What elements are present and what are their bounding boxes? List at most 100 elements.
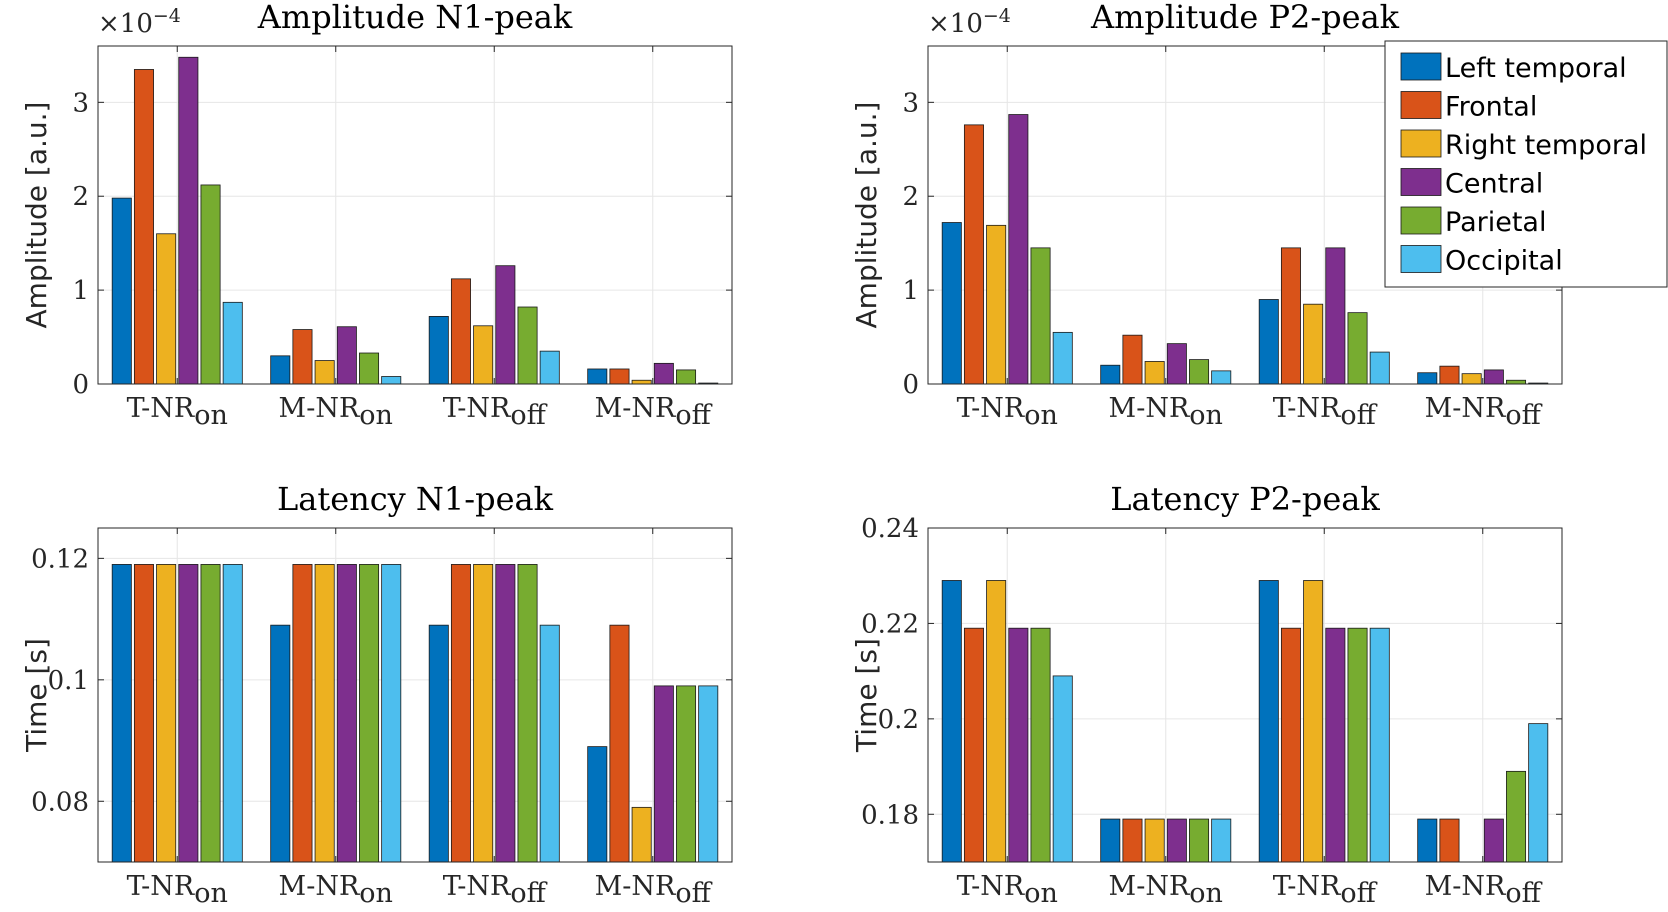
bar xyxy=(336,564,357,863)
bar xyxy=(292,564,313,863)
bar xyxy=(1258,299,1279,385)
bar xyxy=(676,685,697,863)
legend-swatch xyxy=(1400,168,1442,196)
y-axis-label: Amplitude [a.u.] xyxy=(20,102,53,329)
bar xyxy=(1325,247,1346,385)
bar xyxy=(986,580,1007,863)
bar xyxy=(200,184,221,385)
x-tick-label: M-NRoff xyxy=(595,393,713,431)
bar xyxy=(1417,818,1438,863)
x-tick-label: T-NRon xyxy=(127,871,228,909)
chart-1: 0 1 2 3 T-NRon M-NRon T-NRoff M-NRoff Amplitude … xyxy=(20,0,733,431)
x-tick-label: M-NRoff xyxy=(1425,871,1543,909)
bar xyxy=(941,222,962,385)
y-tick-label: 0.1 xyxy=(48,666,89,696)
bar xyxy=(359,352,380,385)
bar xyxy=(359,564,380,863)
bar xyxy=(1166,343,1187,385)
bar xyxy=(1189,359,1210,385)
bar xyxy=(270,355,291,385)
bar xyxy=(1303,303,1324,385)
bar xyxy=(698,685,719,863)
bar xyxy=(1052,675,1073,863)
y-tick-label: 0.22 xyxy=(861,609,919,639)
chart-title: Amplitude N1-peak xyxy=(257,0,573,36)
bar xyxy=(587,746,608,863)
y-axis-label: Amplitude [a.u.] xyxy=(850,102,883,329)
bar xyxy=(1144,818,1165,863)
bar xyxy=(222,564,243,863)
bar xyxy=(1347,627,1368,863)
legend-entry: Central xyxy=(1445,169,1543,200)
legend-entry: Parietal xyxy=(1445,207,1546,238)
bar xyxy=(133,69,154,385)
y-tick-label: 0.08 xyxy=(31,787,89,817)
bar xyxy=(1280,627,1301,863)
x-tick-label: M-NRon xyxy=(1109,393,1223,431)
bar xyxy=(986,224,1007,385)
legend-entry: Left temporal xyxy=(1445,53,1627,84)
bar xyxy=(270,624,291,863)
x-tick-label: T-NRon xyxy=(127,393,228,431)
bar xyxy=(336,326,357,385)
bar xyxy=(1052,331,1073,385)
bar xyxy=(1280,247,1301,385)
bar xyxy=(1144,361,1165,385)
bar xyxy=(609,624,630,863)
x-tick-label: M-NRon xyxy=(279,871,393,909)
bar xyxy=(1417,372,1438,385)
bar xyxy=(156,564,177,863)
x-tick-label: T-NRon xyxy=(957,393,1058,431)
legend-swatch xyxy=(1400,206,1442,235)
y-tick-label: 0 xyxy=(72,370,89,400)
x-tick-label: T-NRon xyxy=(957,871,1058,909)
y-tick-label: 0.24 xyxy=(861,514,919,544)
bar xyxy=(292,329,313,385)
bar xyxy=(653,362,674,385)
bar xyxy=(517,306,538,385)
legend-swatch xyxy=(1400,245,1442,273)
legend: Left temporal Frontal Right temporal Centra… xyxy=(1384,40,1668,288)
x-tick-label: M-NRoff xyxy=(1425,393,1543,431)
bar xyxy=(1122,334,1143,385)
bar xyxy=(428,624,449,863)
bar xyxy=(222,301,243,385)
bar xyxy=(631,379,652,385)
y-tick-label: 1 xyxy=(72,276,89,306)
x-tick-label: T-NRoff xyxy=(443,871,548,909)
bar xyxy=(178,56,199,385)
chart-3: 0.08 0.1 0.12 T-NRon M-NRon T-NRoff M-NRoff Lat… xyxy=(20,480,733,909)
bar xyxy=(1122,818,1143,863)
legend-entry: Frontal xyxy=(1445,92,1537,123)
bar xyxy=(450,278,471,385)
exponent-label: ×10−4 xyxy=(928,5,1011,39)
bar xyxy=(428,315,449,385)
bar xyxy=(111,564,132,863)
axes-box xyxy=(927,527,1563,863)
bar xyxy=(1100,364,1121,385)
y-tick-label: 2 xyxy=(72,182,89,212)
bar xyxy=(1506,379,1527,385)
bar xyxy=(1439,365,1460,385)
bar xyxy=(1030,627,1051,863)
y-tick-label: 0.2 xyxy=(878,705,919,735)
bar xyxy=(473,325,494,385)
bar xyxy=(1166,818,1187,863)
bar xyxy=(1303,580,1324,863)
legend-swatch xyxy=(1400,52,1442,81)
bar xyxy=(1189,818,1210,863)
bar xyxy=(1483,818,1504,863)
bar xyxy=(314,564,335,863)
x-tick-label: T-NRoff xyxy=(1273,871,1378,909)
bar xyxy=(517,564,538,863)
y-tick-label: 3 xyxy=(72,88,89,118)
bar xyxy=(587,368,608,385)
bar xyxy=(1211,818,1232,863)
y-axis-label: Time [s] xyxy=(20,638,53,753)
legend-entry: Occipital xyxy=(1445,246,1563,277)
bar xyxy=(539,624,560,863)
y-tick-label: 0.12 xyxy=(31,544,89,574)
bar xyxy=(1528,723,1549,863)
bar xyxy=(450,564,471,863)
